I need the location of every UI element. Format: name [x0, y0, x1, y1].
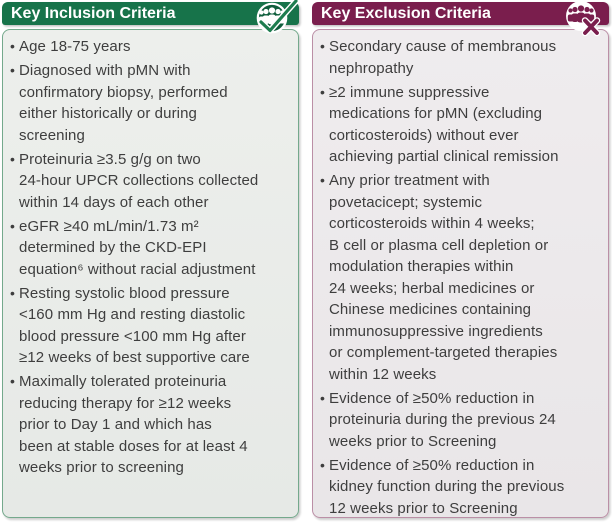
bullet-marker: • — [320, 172, 325, 188]
criteria-item: • Proteinuria ≥3.5 g/g on two 24-hour UP… — [10, 149, 295, 214]
criteria-item: • Maximally tolerated proteinuria reduci… — [10, 371, 295, 479]
criteria-item: • Evidence of ≥50% reduction in kidney f… — [320, 455, 605, 520]
criteria-text: Evidence of ≥50% reduction in proteinuri… — [329, 389, 556, 450]
criteria-text: Maximally tolerated proteinuria reducing… — [19, 373, 248, 476]
criteria-text: ≥2 immune suppressive medications for pM… — [329, 83, 559, 166]
bullet-marker: • — [10, 373, 15, 389]
criteria-item: • Evidence of ≥50% reduction in proteinu… — [320, 388, 605, 453]
exclusion-panel: Key Exclusion Criteria — [312, 1, 609, 518]
exclusion-title: Key Exclusion Criteria — [321, 5, 491, 22]
bullet-marker: • — [320, 456, 325, 473]
criteria-text: Resting systolic blood pressure <160 mm … — [19, 284, 250, 367]
criteria-text: Age 18-75 years — [19, 38, 131, 55]
criteria-item: • Diagnosed with pMN with confirmatory b… — [10, 60, 295, 146]
criteria-item: • Any prior treatment with povetacicept;… — [320, 170, 605, 385]
criteria-item: • ≥2 immune suppressive medications for … — [320, 82, 605, 168]
bullet-marker: • — [320, 389, 325, 406]
inclusion-criteria-list: • Age 18-75 years • Diagnosed with pMN w… — [10, 36, 295, 479]
x-mark-icon — [581, 17, 601, 37]
bullet-marker: • — [320, 38, 325, 54]
checkmark-icon — [258, 0, 299, 34]
criteria-item: • Resting systolic blood pressure <160 m… — [10, 283, 295, 369]
criteria-item: • eGFR ≥40 mL/min/1.73 m² determined by … — [10, 216, 295, 281]
inclusion-header: Key Inclusion Criteria — [2, 0, 299, 34]
criteria-text: Any prior treatment with povetacicept; s… — [329, 172, 558, 383]
criteria-text: eGFR ≥40 mL/min/1.73 m² determined by th… — [19, 217, 256, 278]
crowd-people-x-icon — [566, 1, 601, 37]
criteria-item: • Secondary cause of membranous nephropa… — [320, 36, 605, 79]
criteria-text: Secondary cause of membranous nephropath… — [329, 38, 557, 77]
exclusion-body: • Secondary cause of membranous nephropa… — [312, 29, 609, 518]
inclusion-title: Key Inclusion Criteria — [11, 5, 176, 22]
criteria-text: Evidence of ≥50% reduction in kidney fun… — [329, 456, 565, 517]
criteria-text: Diagnosed with pMN with confirmatory bio… — [19, 62, 228, 144]
inclusion-panel: Key Inclusion Criteria — [2, 0, 299, 518]
crowd-people-check-icon — [256, 0, 299, 34]
criteria-text: Proteinuria ≥3.5 g/g on two 24-hour UPCR… — [19, 150, 259, 211]
inclusion-body: • Age 18-75 years • Diagnosed with pMN w… — [2, 29, 299, 518]
exclusion-criteria-list: • Secondary cause of membranous nephropa… — [320, 36, 605, 519]
exclusion-header: Key Exclusion Criteria — [312, 1, 609, 37]
bullet-marker: • — [10, 284, 15, 301]
bullet-marker: • — [10, 62, 15, 78]
bullet-marker: • — [10, 150, 15, 167]
criteria-item: • Age 18-75 years — [10, 36, 295, 58]
bullet-marker: • — [10, 38, 15, 54]
bullet-marker: • — [10, 217, 15, 234]
bullet-marker: • — [320, 83, 325, 100]
